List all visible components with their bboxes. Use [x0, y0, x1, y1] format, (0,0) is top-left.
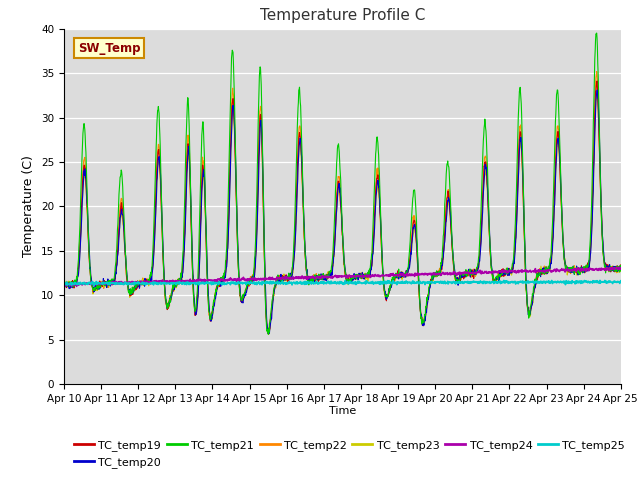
X-axis label: Time: Time [329, 407, 356, 417]
Text: SW_Temp: SW_Temp [78, 42, 140, 55]
Legend: TC_temp19, TC_temp20, TC_temp21, TC_temp22, TC_temp23, TC_temp24, TC_temp25: TC_temp19, TC_temp20, TC_temp21, TC_temp… [70, 436, 630, 472]
Title: Temperature Profile C: Temperature Profile C [260, 9, 425, 24]
Y-axis label: Temperature (C): Temperature (C) [22, 156, 35, 257]
